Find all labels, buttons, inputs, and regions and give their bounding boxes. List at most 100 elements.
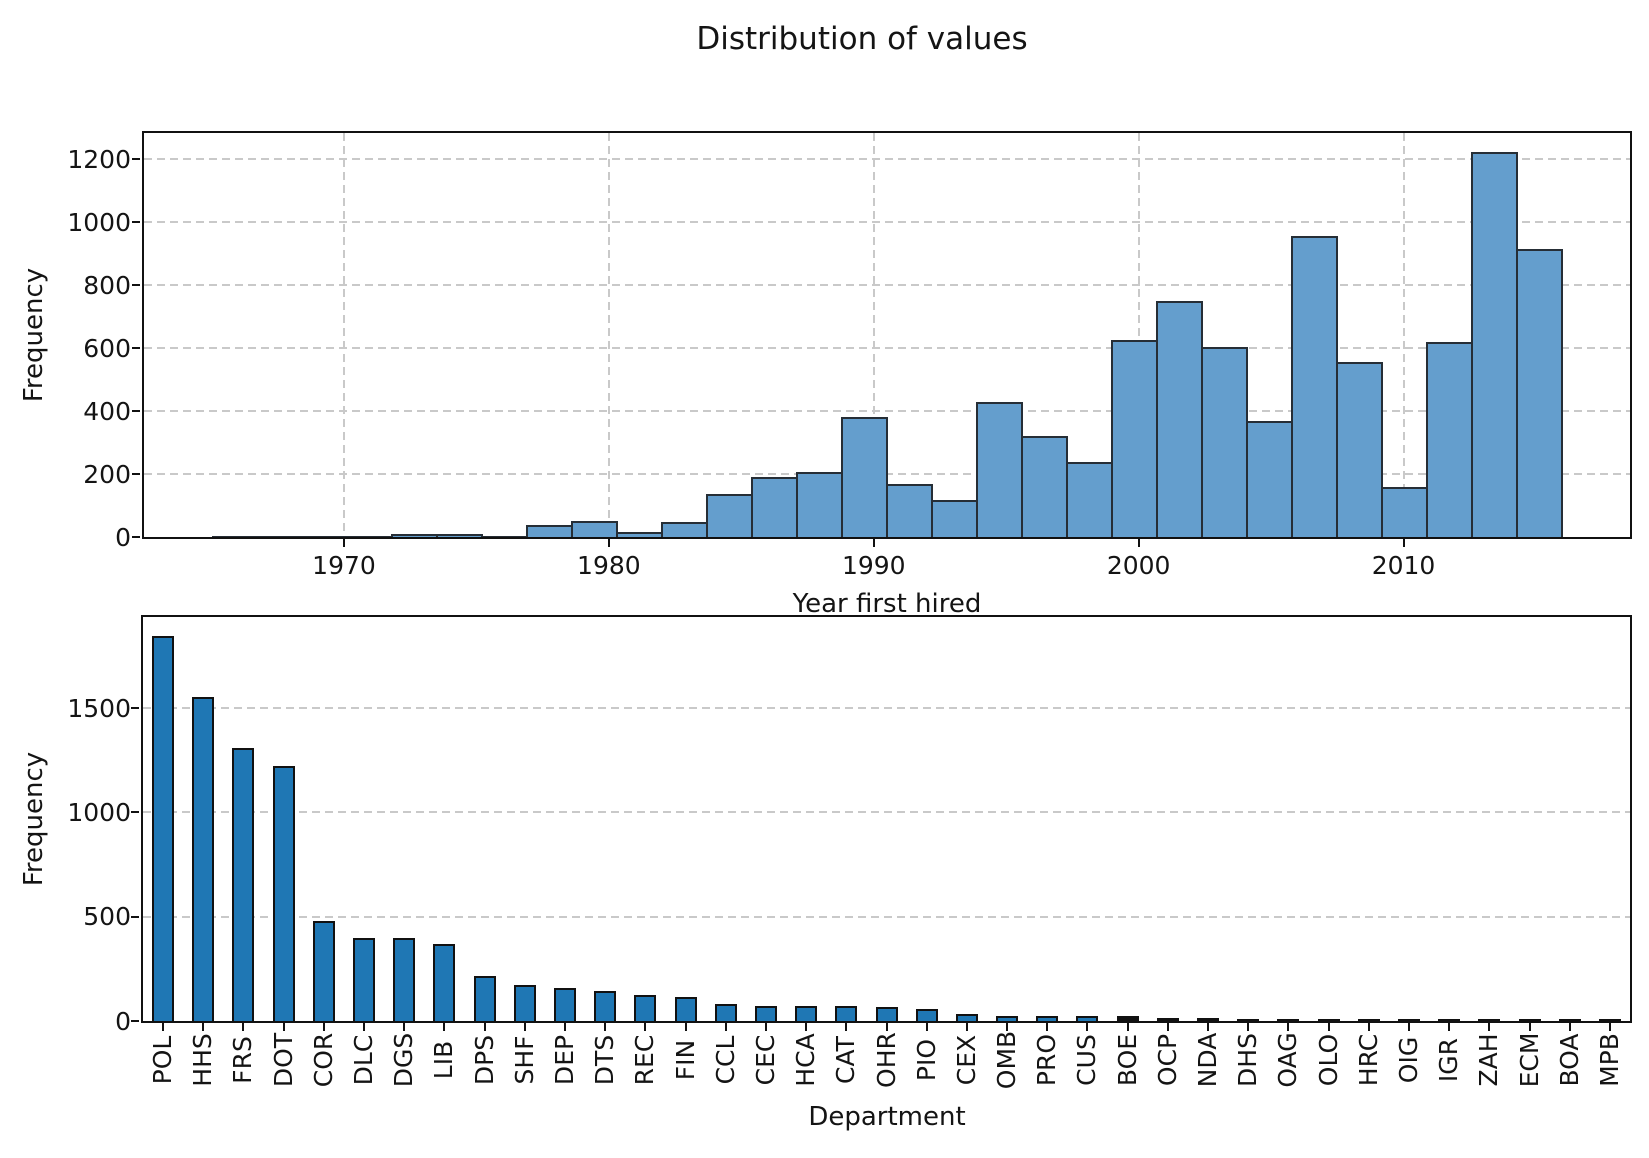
top-histogram-bar — [931, 499, 979, 537]
category-label: FRS — [228, 1036, 258, 1084]
x-tick-mark — [1488, 1023, 1491, 1031]
y-tick-label: 0 — [115, 1006, 131, 1036]
x-tick-mark — [363, 1023, 366, 1031]
top-histogram-bar — [795, 472, 843, 537]
x-tick-label: 1970 — [312, 551, 376, 580]
x-gridline — [342, 133, 345, 537]
category-label: PIO — [911, 1038, 941, 1082]
top-histogram-bar — [435, 533, 483, 537]
x-tick-mark — [1207, 1023, 1209, 1031]
category-label: CAT — [831, 1036, 861, 1084]
top-histogram-bar — [1426, 342, 1474, 537]
category-label: LIB — [429, 1040, 459, 1080]
bottom-bar — [1197, 1018, 1219, 1021]
y-tick-label: 800 — [83, 270, 131, 300]
bottom-bar — [714, 1003, 737, 1021]
bottom-bar — [1518, 1018, 1541, 1021]
bottom-bar — [1357, 1018, 1380, 1021]
top-histogram-bar — [1246, 420, 1294, 537]
x-tick-mark — [965, 1023, 968, 1031]
x-tick-mark — [724, 1023, 727, 1031]
top-histogram-bar — [976, 402, 1024, 537]
x-tick-mark — [872, 539, 875, 547]
x-tick-mark — [604, 1023, 607, 1031]
bottom-bar — [433, 944, 456, 1021]
x-tick-mark — [684, 1023, 687, 1031]
category-label: OCP — [1152, 1033, 1182, 1087]
x-tick-mark — [162, 1023, 165, 1031]
x-tick-mark — [282, 1023, 285, 1031]
x-tick-mark — [644, 1023, 647, 1031]
category-label: OMB — [992, 1030, 1022, 1090]
x-gridline — [1402, 133, 1405, 537]
category-label: CEC — [750, 1034, 780, 1086]
y-tick-label: 0 — [115, 522, 131, 552]
category-label: PRO — [1032, 1033, 1062, 1087]
x-tick-mark — [1006, 1023, 1009, 1031]
category-label: DOT — [268, 1032, 298, 1088]
top-histogram-bar — [481, 535, 527, 537]
bottom-bar — [513, 984, 536, 1021]
bottom-bar — [1317, 1018, 1340, 1021]
top-histogram-bar — [570, 520, 618, 537]
top-histogram-bar — [705, 493, 753, 537]
bottom-bar — [312, 921, 335, 1021]
category-label: CUS — [1072, 1034, 1102, 1086]
bottom-x-axis-label: Department — [808, 1102, 966, 1132]
y-tick-mark — [132, 347, 140, 350]
y-gridline — [144, 347, 1630, 350]
top-histogram-bar — [1471, 152, 1519, 537]
top-histogram-bar — [840, 417, 888, 537]
top-histogram-plot — [132, 131, 1632, 547]
category-label: FIN — [670, 1039, 700, 1081]
category-label: HCA — [791, 1033, 821, 1087]
top-histogram-bar — [1156, 301, 1204, 537]
top-histogram-bar — [750, 476, 798, 537]
top-histogram-bar — [346, 535, 392, 537]
y-tick-mark — [132, 158, 140, 161]
y-gridline — [143, 707, 1630, 710]
category-label: CCL — [710, 1035, 740, 1085]
y-gridline — [144, 221, 1630, 224]
bottom-bar — [754, 1005, 777, 1021]
x-tick-mark — [1528, 1023, 1531, 1031]
x-tick-mark — [1287, 1023, 1290, 1031]
x-tick-mark — [1137, 539, 1140, 547]
category-label: HRC — [1353, 1033, 1383, 1087]
category-label: CEX — [951, 1034, 981, 1086]
top-histogram-bar — [390, 533, 438, 537]
bottom-bar — [674, 997, 697, 1021]
y-tick-label: 200 — [83, 459, 131, 489]
category-label: ZAH — [1474, 1033, 1504, 1087]
bottom-bar — [393, 938, 416, 1021]
top-histogram-bar — [886, 484, 934, 537]
top-histogram-bar — [1111, 339, 1159, 537]
category-label: DGS — [389, 1032, 419, 1088]
y-tick-mark — [131, 707, 139, 710]
category-label: DLC — [349, 1034, 379, 1086]
bottom-bar — [1478, 1018, 1501, 1021]
y-tick-label: 1000 — [67, 797, 131, 827]
x-tick-mark — [925, 1023, 928, 1031]
x-tick-mark — [1367, 1023, 1370, 1031]
x-tick-mark — [403, 1023, 406, 1031]
x-tick-mark — [1448, 1023, 1451, 1031]
category-label: OIG — [1393, 1036, 1423, 1084]
x-tick-mark — [805, 1023, 808, 1031]
chart-title: Distribution of values — [696, 21, 1028, 57]
y-tick-mark — [132, 284, 140, 287]
y-tick-mark — [131, 1020, 139, 1022]
y-tick-mark — [132, 473, 140, 476]
bottom-bar — [996, 1015, 1019, 1021]
x-tick-mark — [1608, 1023, 1611, 1031]
category-label: ECM — [1514, 1032, 1544, 1088]
bottom-bar — [232, 748, 255, 1021]
bottom-bar — [353, 937, 376, 1021]
x-tick-mark — [1407, 1023, 1410, 1031]
top-histogram-bar — [256, 535, 302, 537]
x-tick-mark — [1402, 539, 1405, 547]
top-histogram-bar — [660, 521, 708, 537]
x-tick-mark — [1166, 1023, 1169, 1031]
x-tick-mark — [342, 539, 345, 547]
